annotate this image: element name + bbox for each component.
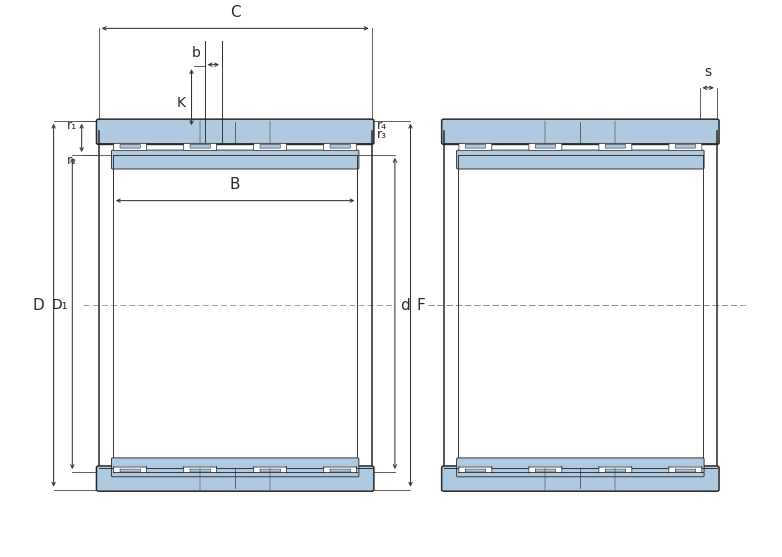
FancyBboxPatch shape: [184, 467, 217, 473]
FancyBboxPatch shape: [96, 466, 374, 491]
FancyBboxPatch shape: [442, 466, 719, 491]
FancyBboxPatch shape: [669, 467, 701, 473]
FancyBboxPatch shape: [324, 143, 357, 150]
FancyBboxPatch shape: [529, 467, 561, 473]
Text: D: D: [33, 297, 45, 312]
FancyBboxPatch shape: [605, 144, 626, 148]
FancyBboxPatch shape: [324, 467, 357, 473]
Text: s: s: [705, 65, 712, 79]
FancyBboxPatch shape: [260, 144, 280, 148]
FancyBboxPatch shape: [96, 119, 374, 144]
FancyBboxPatch shape: [442, 119, 719, 144]
FancyBboxPatch shape: [113, 143, 146, 150]
Text: b: b: [192, 46, 201, 60]
FancyBboxPatch shape: [111, 150, 359, 169]
Text: C: C: [230, 4, 241, 19]
Text: r₄: r₄: [377, 119, 387, 131]
FancyBboxPatch shape: [190, 144, 210, 148]
FancyBboxPatch shape: [253, 143, 287, 150]
FancyBboxPatch shape: [457, 458, 704, 477]
Text: r₂: r₂: [66, 154, 77, 167]
FancyBboxPatch shape: [190, 469, 210, 472]
FancyBboxPatch shape: [605, 469, 626, 472]
FancyBboxPatch shape: [599, 467, 632, 473]
Text: d: d: [400, 297, 410, 312]
FancyBboxPatch shape: [465, 469, 486, 472]
FancyBboxPatch shape: [535, 144, 555, 148]
FancyBboxPatch shape: [459, 467, 492, 473]
FancyBboxPatch shape: [457, 150, 704, 169]
FancyBboxPatch shape: [675, 144, 695, 148]
FancyBboxPatch shape: [465, 144, 486, 148]
Text: F: F: [417, 297, 425, 312]
Text: B: B: [230, 177, 240, 192]
Text: K: K: [177, 96, 186, 110]
FancyBboxPatch shape: [330, 469, 350, 472]
FancyBboxPatch shape: [113, 467, 146, 473]
FancyBboxPatch shape: [120, 469, 140, 472]
Text: r₃: r₃: [377, 128, 387, 141]
FancyBboxPatch shape: [675, 469, 695, 472]
FancyBboxPatch shape: [459, 143, 492, 150]
FancyBboxPatch shape: [111, 458, 359, 477]
FancyBboxPatch shape: [260, 469, 280, 472]
FancyBboxPatch shape: [669, 143, 701, 150]
FancyBboxPatch shape: [599, 143, 632, 150]
Text: r₁: r₁: [66, 119, 77, 131]
FancyBboxPatch shape: [253, 467, 287, 473]
FancyBboxPatch shape: [184, 143, 217, 150]
FancyBboxPatch shape: [529, 143, 561, 150]
FancyBboxPatch shape: [330, 144, 350, 148]
Text: D₁: D₁: [52, 298, 68, 312]
FancyBboxPatch shape: [120, 144, 140, 148]
FancyBboxPatch shape: [535, 469, 555, 472]
